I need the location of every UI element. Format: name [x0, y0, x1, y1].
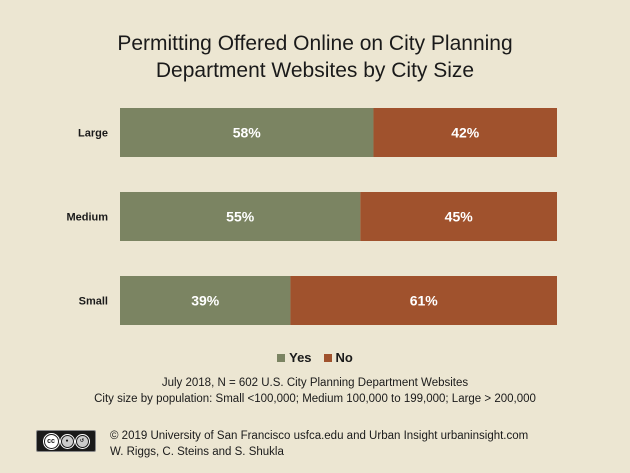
data-label-large-no: 42%	[451, 125, 480, 141]
city-size-note: City size by population: Small <100,000;…	[94, 393, 536, 405]
stacked-bar-chart: Large 58% 42% Medium 55% 45% Small 39% 61%	[66, 108, 557, 325]
data-label-large-yes: 58%	[233, 125, 262, 141]
copyright-footer: © 2019 University of San Francisco usfca…	[110, 428, 528, 460]
chart-legend: Yes No	[0, 350, 630, 365]
bar-large-no	[373, 108, 557, 157]
copyright-line: © 2019 University of San Francisco usfca…	[110, 430, 529, 442]
authors-line: W. Riggs, C. Steins and S. Shukla	[110, 446, 284, 458]
legend-item-yes: Yes	[277, 350, 312, 365]
chart-title-line1: Permitting Offered Online on City Planni…	[117, 32, 513, 55]
chart-title: Permitting Offered Online on City Planni…	[0, 30, 630, 84]
data-label-small-yes: 39%	[191, 293, 220, 309]
legend-swatch-no	[323, 353, 332, 362]
creative-commons-by-sa-icon: cc ● ↺	[36, 430, 96, 452]
bar-small-yes	[120, 276, 291, 325]
legend-item-no: No	[323, 350, 353, 365]
bar-medium-yes	[120, 192, 361, 241]
bar-large-yes	[120, 108, 374, 157]
sa-icon: ↺	[74, 433, 90, 449]
category-label-large: Large	[78, 128, 108, 140]
data-label-small-no: 61%	[410, 293, 439, 309]
data-label-medium-no: 45%	[445, 209, 474, 225]
category-label-medium: Medium	[66, 212, 108, 224]
bar-medium-no	[360, 192, 557, 241]
chart-title-line2: Department Websites by City Size	[155, 59, 475, 82]
by-icon: ●	[59, 433, 75, 449]
survey-note: July 2018, N = 602 U.S. City Planning De…	[161, 377, 469, 389]
legend-label-yes: Yes	[289, 350, 312, 365]
category-label-small: Small	[79, 296, 108, 308]
cc-icon: cc	[42, 432, 60, 450]
legend-swatch-yes	[277, 353, 286, 362]
data-label-medium-yes: 55%	[226, 209, 255, 225]
legend-label-no: No	[335, 350, 353, 365]
bar-small-no	[290, 276, 557, 325]
